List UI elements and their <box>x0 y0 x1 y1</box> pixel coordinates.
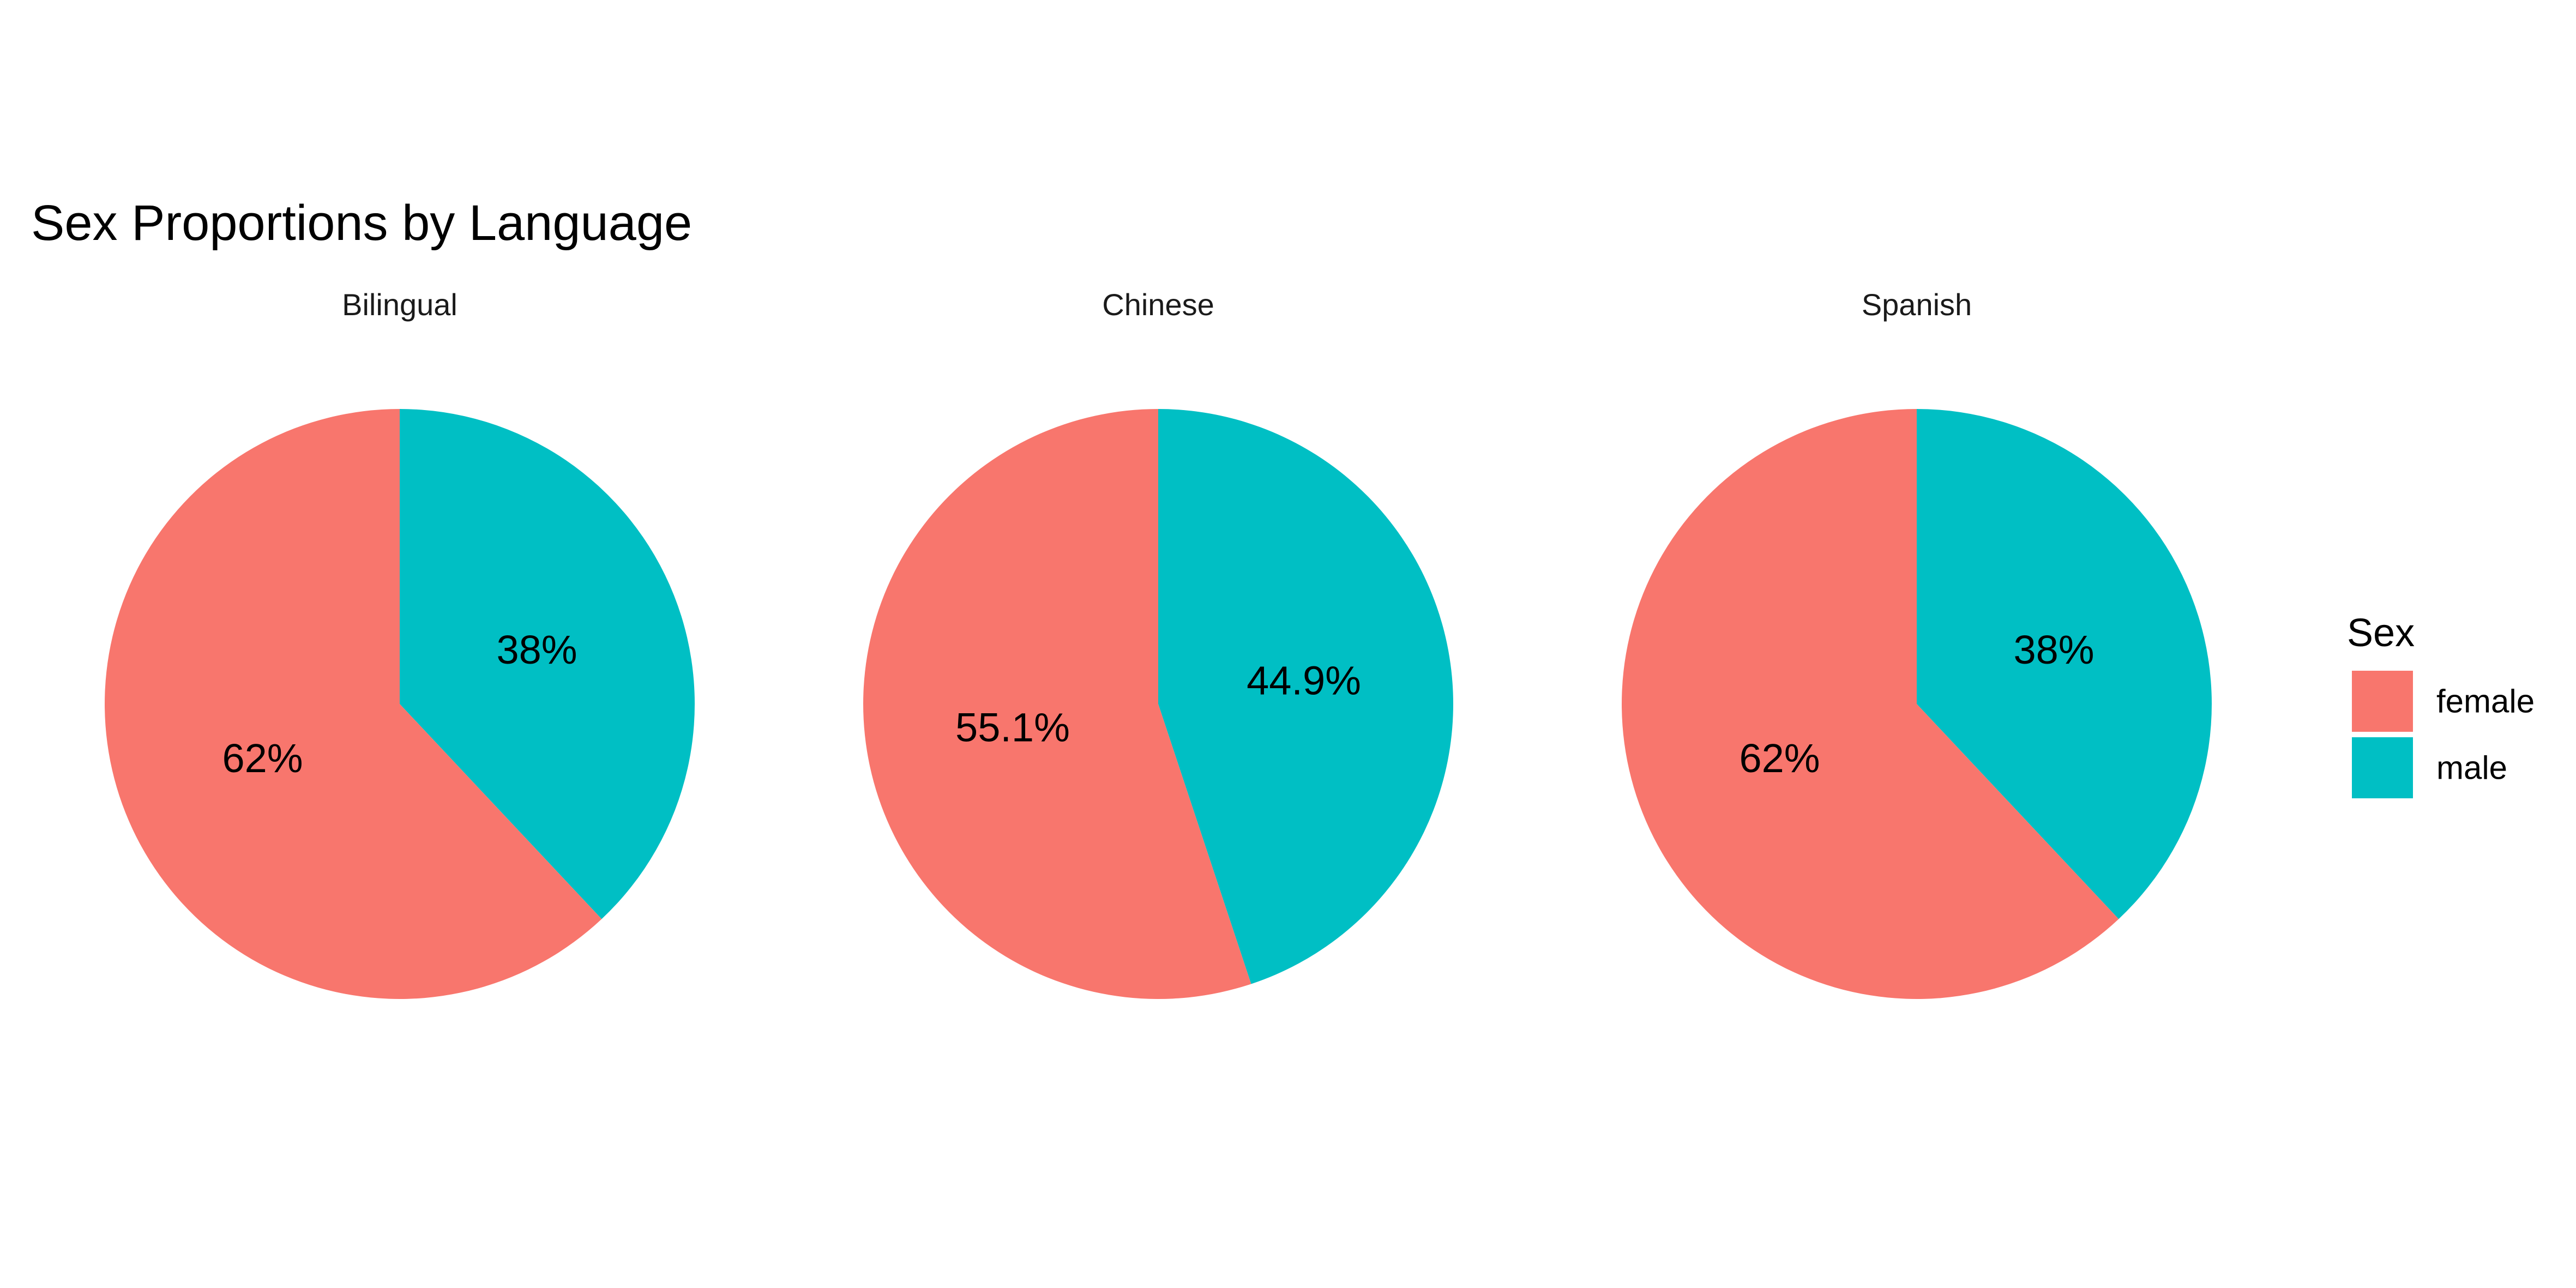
chart-title: Sex Proportions by Language <box>31 195 692 251</box>
facet-label: Chinese <box>1102 287 1214 322</box>
pie-slice-female <box>1622 409 2119 999</box>
facet-label: Bilingual <box>342 287 458 322</box>
slice-label-female: 62% <box>1739 736 1820 781</box>
slice-label-male: 44.9% <box>1247 658 1361 703</box>
pie-slice-male <box>1158 408 1454 984</box>
slice-label-male: 38% <box>496 627 577 672</box>
slice-label-female: 55.1% <box>955 705 1070 750</box>
facet-label: Spanish <box>1862 287 1972 322</box>
slice-label-male: 38% <box>2013 627 2094 672</box>
legend-label-female: female <box>2436 683 2535 720</box>
pie-panel-spanish: Spanish 38% 62% <box>1622 287 2212 999</box>
slice-label-female: 62% <box>222 736 303 781</box>
legend: Sex female male <box>2347 611 2535 798</box>
pie-slice-female <box>863 409 1251 1000</box>
legend-label-male: male <box>2436 750 2507 786</box>
pie-slice-male <box>1917 409 2212 919</box>
pie-slice-male <box>400 409 695 919</box>
facet-panels: Bilingual 38% 62% Chinese 44.9% 55.1% Spanish 3… <box>105 287 2212 1000</box>
pie-slice-female <box>105 409 602 999</box>
pie-panel-chinese: Chinese 44.9% 55.1% <box>863 287 1454 1000</box>
legend-title: Sex <box>2347 611 2415 655</box>
legend-key-male <box>2352 737 2413 798</box>
pie-panel-bilingual: Bilingual 38% 62% <box>105 287 695 999</box>
legend-key-female <box>2352 671 2413 732</box>
